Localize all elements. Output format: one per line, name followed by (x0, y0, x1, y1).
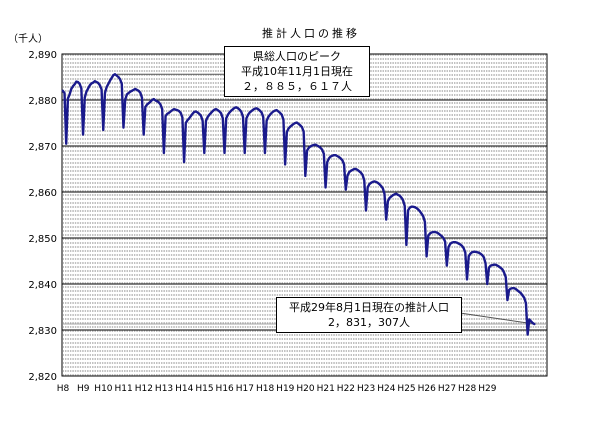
x-tick-label: H20 (296, 384, 314, 394)
x-tick-label: H28 (458, 384, 476, 394)
y-tick-label: 2,890 (28, 50, 57, 61)
x-axis-tick-labels: H8 H9 H10 H11 H12 H13 H14 H15 H16 H17 H18 H19 H20 H21… (57, 384, 497, 394)
x-tick-label: H27 (438, 384, 456, 394)
y-tick-label: 2,850 (28, 234, 57, 245)
x-tick-label: H10 (94, 384, 112, 394)
y-tick-label: 2,820 (28, 372, 57, 383)
x-tick-label: H16 (216, 384, 234, 394)
peak-annotation: 県総人口のピーク 平成10年11月1日現在 ２，８８５，６１７人 (224, 46, 370, 97)
series-line (61, 73, 536, 336)
latest-annotation: 平成29年8月1日現在の推計人口 2，831，307人 (276, 297, 462, 333)
x-tick-label: H18 (256, 384, 274, 394)
y-tick-label: 2,880 (28, 96, 57, 107)
peak-annotation-line-2: 平成10年11月1日現在 (241, 65, 353, 78)
x-tick-label: H17 (236, 384, 254, 394)
x-tick-label: H22 (337, 384, 355, 394)
y-tick-label: 2,840 (28, 280, 57, 291)
x-tick-label: H8 (57, 384, 70, 394)
latest-annotation-line-1: 平成29年8月1日現在の推計人口 (289, 301, 449, 314)
x-tick-label: H26 (418, 384, 436, 394)
x-tick-label: H24 (377, 384, 395, 394)
latest-annotation-line-2: 2，831，307人 (328, 316, 410, 329)
x-tick-label: H12 (135, 384, 153, 394)
y-axis-tick-labels: 2,820 2,830 2,840 2,850 2,860 2,870 2,880 2,890 (28, 50, 57, 383)
series-group (61, 73, 536, 336)
x-tick-label: H13 (155, 384, 173, 394)
x-tick-label: H29 (478, 384, 496, 394)
vertical-gridlines (63, 54, 546, 376)
peak-annotation-line-1: 県総人口のピーク (253, 50, 341, 63)
x-tick-label: H14 (175, 384, 193, 394)
x-tick-label: H25 (397, 384, 415, 394)
y-tick-label: 2,830 (28, 326, 57, 337)
y-axis-unit-label: （千人） (8, 33, 48, 45)
y-tick-label: 2,870 (28, 142, 57, 153)
peak-annotation-line-3: ２，８８５，６１７人 (242, 80, 352, 93)
x-tick-label: H11 (115, 384, 133, 394)
x-tick-label: H19 (276, 384, 294, 394)
x-tick-label: H21 (317, 384, 335, 394)
x-tick-label: H15 (195, 384, 213, 394)
x-tick-label: H9 (77, 384, 90, 394)
latest-leader-line (459, 312, 535, 325)
x-tick-label: H23 (357, 384, 375, 394)
y-tick-label: 2,860 (28, 188, 57, 199)
chart-title: 推計人口の推移 (262, 26, 360, 40)
